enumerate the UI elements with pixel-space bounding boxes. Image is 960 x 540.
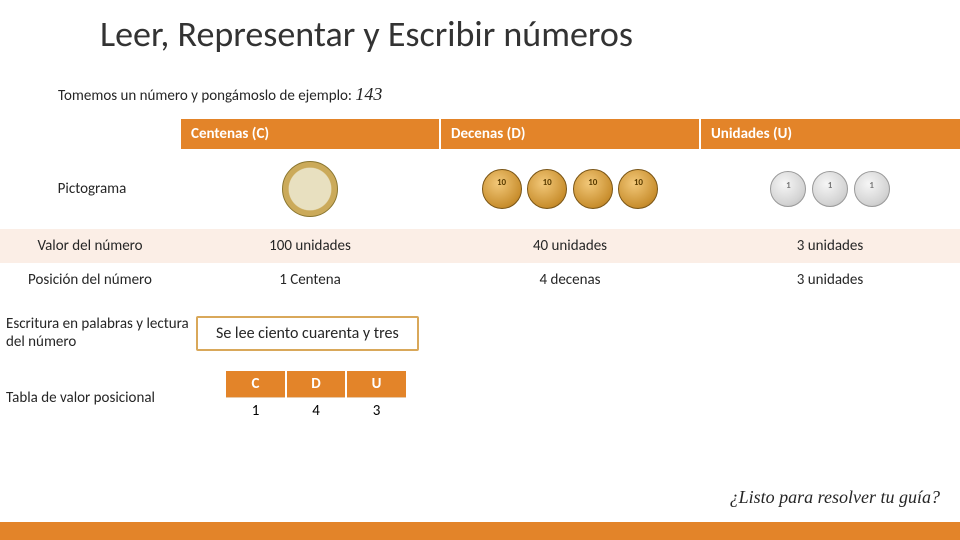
pos-header-d: D [286, 371, 346, 398]
row-label-pictograma: Pictograma [0, 149, 180, 229]
header-row: Centenas (C) Decenas (D) Unidades (U) [0, 119, 960, 149]
reading-label: Escritura en palabras y lectura del núme… [6, 315, 196, 351]
coin-10-icon: 10 [482, 169, 522, 209]
intro-line: Tomemos un número y pongámoslo de ejempl… [0, 56, 960, 105]
positional-table: C D U 1 4 3 [226, 371, 406, 424]
valor-row: Valor del número 100 unidades 40 unidade… [0, 229, 960, 263]
row-label-posicion: Posición del número [0, 263, 180, 297]
valor-unidades: 3 unidades [700, 229, 960, 263]
positional-block: Tabla de valor posicional C D U 1 4 3 [6, 371, 960, 424]
coin-100-icon [282, 161, 338, 217]
coin-1-icon: 1 [770, 171, 806, 207]
closing-question: ¿Listo para resolver tu guía? [730, 487, 940, 508]
valor-decenas: 40 unidades [440, 229, 700, 263]
coin-10-icon: 10 [573, 169, 613, 209]
pos-value-d: 4 [286, 398, 346, 425]
pictogram-unidades: 1 1 1 [700, 149, 960, 229]
col-header-centenas: Centenas (C) [180, 119, 440, 149]
pos-value-u: 3 [346, 398, 406, 425]
page-title: Leer, Representar y Escribir números [0, 0, 960, 56]
coin-1-icon: 1 [854, 171, 890, 207]
coin-1-icon: 1 [812, 171, 848, 207]
coin-10-icon: 10 [527, 169, 567, 209]
pictogram-decenas: 10 10 10 10 [440, 149, 700, 229]
pos-header-c: C [226, 371, 286, 398]
posicion-unidades: 3 unidades [700, 263, 960, 297]
place-value-table: Centenas (C) Decenas (D) Unidades (U) Pi… [0, 119, 960, 297]
intro-number: 143 [355, 84, 382, 104]
reading-block: Escritura en palabras y lectura del núme… [6, 315, 960, 351]
col-header-decenas: Decenas (D) [440, 119, 700, 149]
posicion-row: Posición del número 1 Centena 4 decenas … [0, 263, 960, 297]
coin-10-icon: 10 [618, 169, 658, 209]
row-label-valor: Valor del número [0, 229, 180, 263]
intro-prefix: Tomemos un número y pongámoslo de ejempl… [58, 87, 355, 105]
reading-text-box: Se lee ciento cuarenta y tres [196, 316, 419, 351]
pictogram-row: Pictograma 10 10 10 10 1 1 1 [0, 149, 960, 229]
posicion-centenas: 1 Centena [180, 263, 440, 297]
footer-bar [0, 522, 960, 540]
valor-centenas: 100 unidades [180, 229, 440, 263]
posicion-decenas: 4 decenas [440, 263, 700, 297]
pos-header-u: U [346, 371, 406, 398]
positional-label: Tabla de valor posicional [6, 389, 226, 407]
col-header-unidades: Unidades (U) [700, 119, 960, 149]
pos-value-c: 1 [226, 398, 286, 425]
pictogram-centenas [180, 149, 440, 229]
